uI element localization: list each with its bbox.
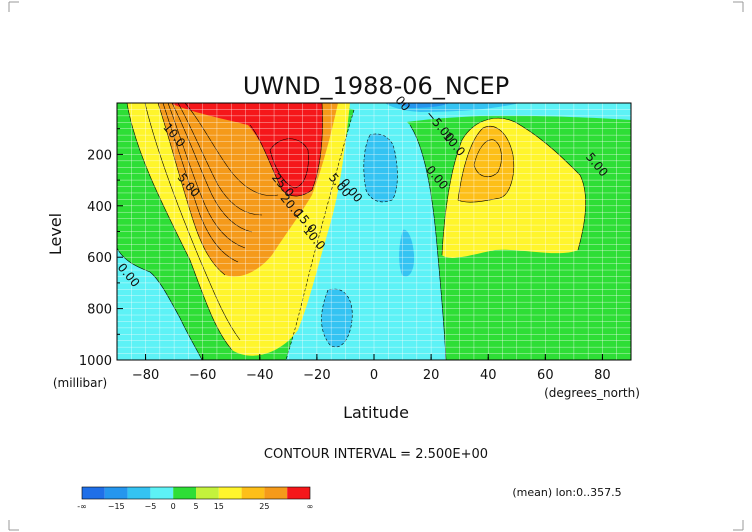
contour-line-7.5-south <box>144 103 241 341</box>
contour-line-0-tropics-north <box>409 124 447 360</box>
contour-interval-text: CONTOUR INTERVAL = 2.500E+00 <box>264 447 488 462</box>
x-tick-label: 0 <box>370 368 378 383</box>
contour-line-12.5-south <box>162 103 239 263</box>
chart-title: UWND_1988-06_NCEP <box>243 72 509 100</box>
y-tick-label: 400 <box>87 200 112 215</box>
contour-line-jet-core <box>249 103 323 197</box>
colorbar-frame <box>81 486 311 500</box>
x-tick-label: −80 <box>132 368 159 383</box>
colorbar-swatch <box>218 487 242 499</box>
y-tick-label: 200 <box>87 148 112 163</box>
contour-line-neg-5-surface <box>321 288 353 348</box>
band-light-cyan-west <box>117 248 202 360</box>
contour-line-10-north <box>457 126 515 203</box>
colorbar-swatch <box>287 487 310 499</box>
contour-line-0-tropics <box>285 109 355 360</box>
colorbar-swatch <box>104 487 128 499</box>
x-tick-label: 80 <box>594 368 611 383</box>
y-tick-label: 800 <box>87 303 112 318</box>
grid-lines <box>117 103 631 360</box>
contour-line-10-south <box>157 103 226 276</box>
x-axis: −80 −60 −40 −20 0 20 40 60 80 <box>132 354 611 383</box>
colorbar-swatch <box>150 487 174 499</box>
colorbar-swatch <box>264 487 288 499</box>
y-tick-label: 1000 <box>79 354 112 369</box>
colorbar-swatch <box>241 487 265 499</box>
contour-line-5-north <box>441 117 586 256</box>
colorbar-tick-label: 25 <box>259 502 269 511</box>
x-tick-label: −40 <box>246 368 273 383</box>
contour-line-17.5-south <box>171 103 253 233</box>
averaging-note: (mean) lon:0..357.5 <box>512 486 621 499</box>
y-tick-label: 600 <box>87 251 112 266</box>
x-tick-label: 60 <box>537 368 554 383</box>
y-axis-title: Level <box>46 213 65 255</box>
colorbar-tick-label: −5 <box>145 502 157 511</box>
contour-line-15-south <box>167 103 246 249</box>
colorbar-swatch <box>127 487 151 499</box>
colorbar-tick-label: 0 <box>171 502 176 511</box>
band-blue-top <box>395 103 450 108</box>
band-cyan-tropics-low <box>399 229 415 277</box>
x-tick-label: 40 <box>480 368 497 383</box>
colorbar-tick-label: ∞ <box>307 502 314 511</box>
colorbar-tick-label: -∞ <box>77 502 87 511</box>
colorbar-tick-label: 15 <box>214 502 224 511</box>
x-tick-label: −20 <box>303 368 330 383</box>
contour-line-neg-5-tropics <box>363 133 398 203</box>
band-cyan-tropics-core <box>363 133 398 202</box>
page-corner-marks <box>8 1 744 531</box>
colorbar: -∞ −15 −5 0 5 15 25 ∞ <box>77 486 314 511</box>
x-axis-unit: (degrees_north) <box>544 386 640 400</box>
colorbar-tick-label: 5 <box>193 502 198 511</box>
y-axis-unit: (millibar) <box>53 376 107 390</box>
colorbar-swatch <box>196 487 219 499</box>
band-orange-north <box>458 126 514 203</box>
colorbar-swatch <box>173 487 196 499</box>
x-tick-label: 20 <box>423 368 440 383</box>
band-red-jet-south <box>170 103 323 197</box>
x-tick-label: −60 <box>189 368 216 383</box>
x-axis-title: Latitude <box>343 403 409 422</box>
contour-line-15-north <box>473 139 502 178</box>
contour-line-5-south <box>126 103 233 351</box>
band-cyan-tropics-surface <box>321 289 353 348</box>
colorbar-tick-label: −15 <box>108 502 125 511</box>
y-axis: 200 400 600 800 1000 <box>79 128 123 369</box>
contour-line-jet-inner <box>269 138 309 189</box>
colorbar-swatch <box>82 487 105 499</box>
